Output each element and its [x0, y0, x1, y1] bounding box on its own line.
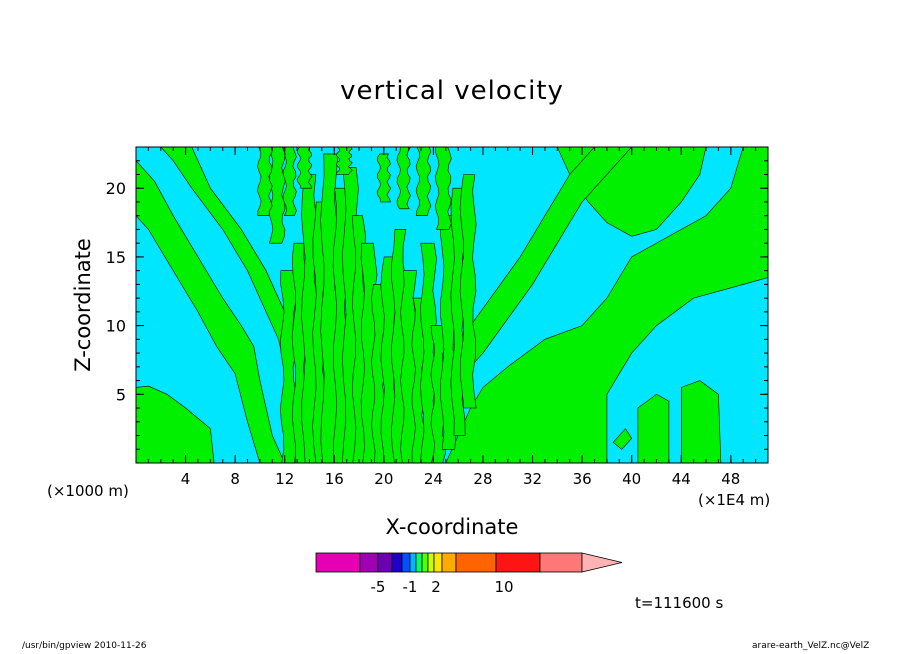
- contour-blob: [136, 385, 215, 463]
- x-tick-label: 20: [374, 470, 393, 488]
- contour-streak: [396, 147, 411, 210]
- y-tick-label: 20: [106, 179, 126, 198]
- y-tick-label: 10: [106, 317, 126, 336]
- footer-right: arare-earth_VelZ.nc@VelZ: [752, 641, 870, 651]
- contour-blob: [612, 428, 633, 450]
- x-tick-label: 28: [473, 470, 492, 488]
- contour-streak: [420, 242, 437, 463]
- contour-streak: [296, 147, 313, 189]
- contour-region: [445, 147, 768, 463]
- colorbar-segment: [495, 552, 541, 573]
- colorbar-segment: [359, 552, 379, 573]
- colorbar-tick-label: -5: [371, 578, 386, 596]
- contour-blob: [681, 380, 722, 463]
- x-tick-label: 24: [424, 470, 443, 488]
- x-tick-label: 12: [275, 470, 294, 488]
- colorbar-tick-label: -1: [403, 578, 418, 596]
- contour-streak: [335, 147, 353, 175]
- colorbar-segment: [539, 552, 583, 573]
- x-axis-ticks: 4 8 12 16 20 24 28 32 36 40 44 48: [147, 147, 757, 488]
- colorbar-segment: [421, 552, 429, 573]
- x-axis-unit-label: (×1000 m): [47, 482, 129, 500]
- contour-streak: [415, 147, 432, 216]
- time-label: t=111600 s: [635, 594, 724, 612]
- colorbar-segment: [415, 552, 423, 573]
- contour-streak: [257, 147, 273, 216]
- colorbar-segment: [377, 552, 393, 573]
- colorbar-segment: [455, 552, 497, 573]
- colorbar-segment: [441, 552, 457, 573]
- contour-streak: [434, 147, 452, 230]
- y-tick-label: 15: [106, 248, 126, 267]
- x-tick-label: 40: [622, 470, 641, 488]
- y-axis-ticks: 5 10 15 20: [106, 160, 768, 450]
- colorbar-segment: [433, 552, 443, 573]
- chart-title: vertical velocity: [340, 76, 564, 106]
- contour-fill-group: [136, 147, 768, 463]
- footer-left: /usr/bin/gpview 2010-11-26: [22, 641, 147, 651]
- x-tick-label: 8: [230, 470, 240, 488]
- colorbar-segment: [315, 552, 361, 573]
- y-tick-label: 5: [116, 385, 126, 404]
- colorbar-tick-label: 2: [431, 578, 441, 596]
- colorbar-tick-label: 10: [494, 578, 513, 596]
- colorbar: -5 -1 2 10: [315, 552, 623, 596]
- contour-band: [136, 160, 286, 463]
- plot-frame: [135, 146, 769, 464]
- colorbar-segment: [401, 552, 411, 573]
- contour-blob: [637, 393, 670, 463]
- x-axis-label: X-coordinate: [385, 515, 519, 539]
- contour-streak: [282, 147, 297, 216]
- x-tick-label: 36: [573, 470, 592, 488]
- x-tick-label: 44: [672, 470, 691, 488]
- x-tick-label: 16: [325, 470, 344, 488]
- x-axis-unit-label-secondary: (×1E4 m): [698, 491, 771, 509]
- colorbar-segment: [391, 552, 403, 573]
- contour-band: [445, 147, 633, 382]
- y-axis-label: Z-coordinate: [71, 238, 95, 372]
- contour-streak: [376, 153, 392, 203]
- colorbar-arrow: [581, 552, 623, 573]
- x-tick-label: 48: [721, 470, 740, 488]
- x-tick-label: 32: [523, 470, 542, 488]
- x-tick-label: 4: [181, 470, 191, 488]
- colorbar-segment: [427, 552, 435, 573]
- colorbar-segment: [409, 552, 417, 573]
- contour-streak: [459, 174, 477, 409]
